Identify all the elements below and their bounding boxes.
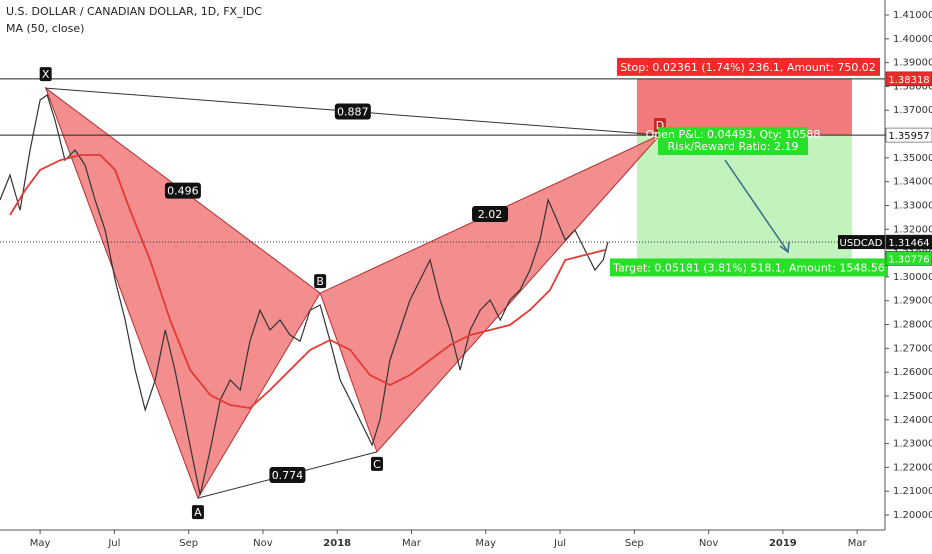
- target-text-box: [610, 258, 888, 277]
- y-tick-label: 1.35000: [893, 153, 932, 164]
- rr-text: Risk/Reward Ratio: 2.19: [668, 140, 799, 153]
- ratio-box: [269, 467, 306, 483]
- point-label: A: [194, 506, 202, 519]
- ratio-label: 0.496: [167, 185, 199, 198]
- y-tick-label: 1.23000: [893, 439, 932, 450]
- y-tick-label: 1.30000: [893, 272, 932, 283]
- chart-title: U.S. DOLLAR / CANADIAN DOLLAR, 1D, FX_ID…: [6, 5, 262, 18]
- point-label: D: [656, 119, 664, 132]
- symbol-label: USDCAD: [840, 238, 883, 249]
- y-tick-label: 1.41000: [893, 10, 932, 21]
- stop-tag: 1.38318: [888, 75, 929, 86]
- y-tick-label: 1.40000: [893, 34, 932, 45]
- plot: 1.20000 1.21000 1.22000 1.23000 1.24000 1.250…: [0, 10, 932, 549]
- x-tick-label: Jul: [107, 538, 120, 549]
- target-tag: 1.30776: [888, 254, 929, 265]
- y-tick-label: 1.21000: [893, 486, 932, 497]
- point-box: [314, 274, 327, 289]
- symbol-box: [838, 235, 885, 250]
- point-box: [370, 456, 383, 471]
- y-tick-label: 1.34000: [893, 177, 932, 188]
- stop-tag-box: [885, 71, 932, 87]
- pnl-box: [658, 127, 808, 156]
- y-tick-label: 1.27000: [893, 343, 932, 354]
- y-tick-label: 1.33000: [893, 200, 932, 211]
- entry-tag: 1.35957: [888, 131, 929, 142]
- ratio-box: [334, 103, 371, 120]
- y-tick-label: 1.32000: [893, 224, 932, 235]
- ratio-box: [472, 206, 509, 223]
- x-tick-label: Mar: [402, 538, 422, 549]
- y-tick-label: 1.38000: [893, 81, 932, 92]
- x-tick-label: 2018: [323, 538, 351, 549]
- price-line: [0, 94, 609, 496]
- arrow: [724, 159, 789, 253]
- ma-line: [9, 154, 606, 410]
- y-tick-label: 1.22000: [893, 462, 932, 473]
- x-tick-label: Jul: [553, 538, 566, 549]
- y-tick-label: 1.28000: [893, 320, 932, 331]
- ratio-label: 0.774: [272, 469, 304, 482]
- x-tick-label: Sep: [179, 538, 198, 549]
- ratio-box: [164, 182, 201, 199]
- x-tick-label: May: [475, 538, 496, 549]
- x-tick-label: Mar: [848, 538, 868, 549]
- pnl-text: Open P&L: 0.04493, Qty: 10588: [646, 128, 821, 141]
- target-zone: [636, 135, 852, 259]
- y-tick-label: 1.26000: [893, 367, 932, 378]
- x-tick-label: 2019: [769, 538, 797, 549]
- y-tick-label: 1.20000: [893, 510, 932, 521]
- point-box: [39, 67, 52, 82]
- ratio-label: 2.02: [478, 208, 503, 221]
- chart-subtitle: MA (50, close): [6, 22, 84, 35]
- point-label: X: [42, 68, 50, 81]
- target-tag-box: [885, 251, 932, 266]
- stop-text: Stop: 0.02361 (1.74%) 236.1, Amount: 750…: [620, 61, 876, 74]
- stop-zone: [636, 78, 852, 136]
- y-tick-label: 1.37000: [893, 105, 932, 116]
- stop-text-box: [617, 57, 880, 76]
- point-label: C: [373, 458, 381, 471]
- x-tick-label: Nov: [253, 538, 273, 549]
- x-tick-label: Nov: [699, 538, 719, 549]
- x-tick-label: May: [30, 538, 51, 549]
- last-tag-box: [885, 234, 932, 250]
- x-tick-label: Sep: [625, 538, 644, 549]
- entry-tag-box: [885, 127, 932, 143]
- y-tick-label: 1.29000: [893, 296, 932, 307]
- ratio-label: 0.887: [337, 106, 369, 119]
- y-tick-label: 1.25000: [893, 391, 932, 402]
- point-box: [191, 505, 204, 520]
- y-tick-label: 1.39000: [893, 58, 932, 69]
- last-tag: 1.31464: [888, 238, 929, 249]
- target-text: Target: 0.05181 (3.81%) 518.1, Amount: 1…: [612, 261, 885, 274]
- point-label: B: [316, 275, 324, 288]
- y-tick-label: 1.24000: [893, 415, 932, 426]
- arrow-head: [779, 241, 790, 254]
